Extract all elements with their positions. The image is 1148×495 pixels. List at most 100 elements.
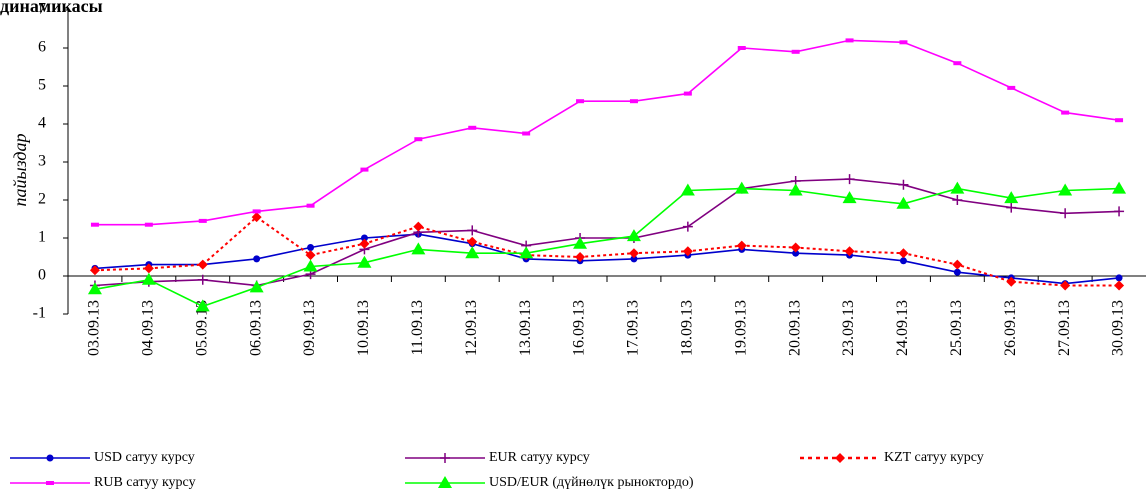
x-tick-label: 25.09.13 (948, 300, 965, 356)
marker (953, 268, 961, 276)
marker (360, 167, 369, 172)
marker (303, 259, 318, 272)
marker (899, 257, 907, 265)
x-tick-label: 17.09.13 (625, 300, 642, 356)
chart-title: динамикасы (0, 0, 103, 16)
marker (791, 49, 800, 54)
x-tick-label: 04.09.13 (140, 300, 157, 356)
marker (630, 255, 638, 263)
x-tick-label: 30.09.13 (1110, 300, 1127, 356)
marker (628, 248, 639, 259)
marker (305, 250, 316, 261)
marker (411, 242, 426, 255)
marker (1004, 191, 1019, 204)
y-tick-label: 1 (38, 229, 46, 246)
y-tick-label: 5 (38, 77, 46, 94)
marker (898, 248, 909, 259)
marker (87, 282, 102, 295)
x-tick-label: 20.09.13 (786, 300, 803, 356)
marker (1114, 206, 1125, 217)
marker (790, 242, 801, 253)
marker (792, 249, 800, 257)
marker (683, 91, 692, 96)
x-tick-label: 12.09.13 (463, 300, 480, 356)
y-tick-label: 3 (38, 153, 46, 170)
marker (468, 125, 477, 130)
marker (195, 299, 210, 312)
marker (1115, 274, 1123, 282)
marker (1114, 280, 1125, 291)
x-tick-label: 24.09.13 (894, 300, 911, 356)
marker (737, 46, 746, 50)
marker (680, 183, 695, 196)
marker (253, 255, 261, 263)
marker (896, 196, 911, 209)
marker (465, 246, 480, 259)
marker (197, 259, 208, 270)
x-tick-label: 23.09.13 (840, 300, 857, 356)
series-line (94, 233, 1120, 285)
y-tick-label: 6 (38, 39, 46, 56)
x-tick-label: 26.09.13 (1002, 300, 1019, 356)
marker (307, 244, 315, 251)
marker (734, 181, 749, 194)
legend-label: USD/EUR (дүйнөлүк рыноктордо) (489, 475, 694, 490)
marker (682, 221, 693, 232)
marker (1006, 276, 1017, 287)
marker (359, 238, 370, 249)
x-tick-label: 03.09.13 (86, 300, 103, 356)
marker (198, 218, 207, 223)
marker (519, 246, 534, 259)
marker (306, 203, 315, 208)
marker (141, 272, 156, 285)
marker (46, 454, 54, 462)
marker (413, 221, 424, 232)
marker (575, 252, 586, 262)
x-tick-label: 16.09.13 (571, 300, 588, 356)
marker (835, 453, 845, 463)
marker (844, 174, 855, 185)
marker (89, 265, 100, 276)
marker (467, 236, 478, 247)
x-tick-label: 11.09.13 (409, 300, 426, 355)
marker (1058, 183, 1073, 196)
marker (845, 38, 854, 43)
marker (576, 99, 585, 104)
x-tick-label: 05.09.13 (193, 300, 210, 356)
marker (899, 40, 908, 45)
marker (249, 280, 264, 293)
marker (952, 195, 963, 205)
marker (952, 259, 963, 270)
series-line (94, 215, 1120, 287)
marker (842, 191, 857, 204)
marker (46, 481, 54, 485)
series-line (94, 39, 1120, 226)
marker (360, 234, 368, 242)
series-line (94, 187, 1120, 308)
marker (844, 246, 855, 257)
marker (736, 240, 747, 251)
marker (629, 99, 638, 104)
marker (467, 225, 478, 236)
y-tick-label: 0 (38, 267, 46, 284)
x-tick-label: 27.09.13 (1056, 300, 1073, 356)
marker (414, 137, 423, 142)
marker (90, 222, 99, 227)
y-tick-label: 4 (38, 115, 46, 132)
marker (440, 453, 450, 463)
marker (898, 179, 909, 190)
marker (1060, 208, 1071, 219)
x-tick-label: 19.09.13 (732, 300, 749, 356)
y-axis-label: пайыздар (10, 133, 30, 206)
marker (252, 209, 261, 214)
marker (251, 212, 262, 223)
marker (788, 183, 803, 196)
marker (626, 229, 641, 242)
marker (950, 181, 965, 194)
legend-label: USD сатуу курсу (94, 450, 195, 465)
marker (953, 61, 962, 66)
legend-label: RUB сатуу курсу (94, 475, 196, 490)
y-tick-label: 2 (38, 191, 46, 208)
marker (438, 476, 452, 488)
